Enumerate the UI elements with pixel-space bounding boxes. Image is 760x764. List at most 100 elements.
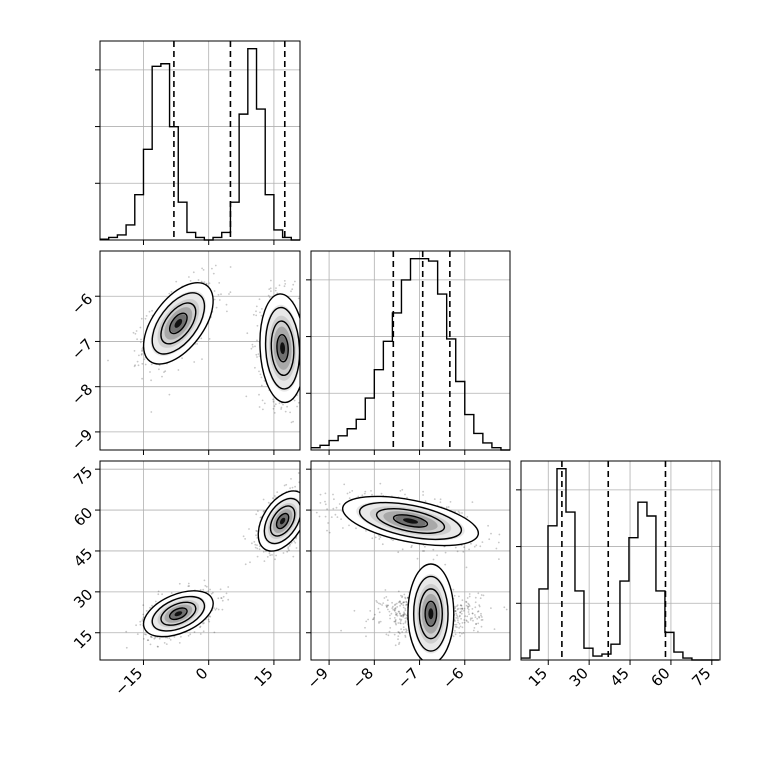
sample-point (456, 550, 459, 553)
sample-point (424, 545, 426, 548)
sample-point (405, 614, 408, 617)
sample-point (303, 353, 305, 355)
sample-point (391, 601, 393, 604)
sample-point (208, 282, 211, 285)
sample-point (402, 604, 405, 607)
contour-2 (269, 505, 296, 537)
sample-point (468, 603, 470, 606)
sample-point (395, 602, 398, 605)
sample-point (458, 615, 461, 618)
sample-point (161, 375, 163, 378)
sample-point (255, 529, 258, 532)
sample-point (202, 269, 205, 271)
sample-point (285, 483, 288, 486)
sample-point (208, 620, 211, 623)
sample-point (475, 544, 478, 547)
sample-point (399, 622, 401, 624)
sample-point (432, 548, 435, 551)
sample-point (382, 602, 385, 604)
histogram-frame-p0 (99, 40, 301, 241)
sample-point (452, 588, 455, 591)
xtick-label-p0-0: −15 (111, 664, 146, 699)
sample-point (401, 548, 404, 551)
sample-point (308, 506, 310, 508)
sample-point (205, 282, 208, 285)
sample-point (141, 349, 144, 352)
sample-point (163, 642, 166, 644)
sample-point (467, 611, 470, 613)
sample-point (402, 601, 405, 604)
sample-point (465, 566, 468, 569)
sample-point (393, 633, 396, 636)
sample-point (288, 549, 290, 552)
sample-point (303, 377, 305, 379)
sample-point (199, 625, 202, 628)
sample-point (217, 597, 220, 600)
sample-point (304, 532, 306, 534)
sample-point (378, 621, 380, 623)
sample-point (474, 616, 477, 618)
sample-point (433, 498, 436, 500)
sample-point (432, 558, 435, 561)
sample-point (141, 377, 144, 380)
sample-point (170, 291, 173, 293)
sample-point (263, 379, 266, 382)
sample-point (423, 550, 425, 552)
sample-point (379, 603, 382, 605)
sample-point (291, 486, 294, 489)
sample-point (217, 608, 220, 611)
sample-point (252, 313, 255, 316)
sample-point (324, 492, 327, 495)
sample-point (464, 615, 467, 617)
sample-point (454, 625, 457, 628)
sample-point (468, 548, 470, 551)
sample-point (220, 293, 222, 296)
sample-point (318, 515, 321, 518)
sample-point (225, 592, 228, 595)
sample-point (480, 612, 482, 615)
sample-point (150, 379, 153, 382)
sample-point (466, 597, 469, 599)
sample-point (138, 354, 140, 357)
sample-point (397, 601, 400, 604)
sample-point (357, 495, 360, 498)
sample-point (493, 628, 496, 630)
sample-point (402, 606, 405, 609)
sample-point (399, 600, 401, 603)
sample-point (351, 490, 354, 492)
sample-point (262, 498, 265, 501)
sample-point (454, 623, 456, 626)
sample-point (275, 287, 277, 289)
sample-point (467, 605, 470, 608)
sample-point (200, 337, 203, 340)
sample-point (436, 554, 438, 557)
sample-point (439, 501, 442, 504)
sample-point (387, 634, 390, 637)
sample-point (478, 605, 481, 608)
sample-point (249, 561, 251, 564)
sample-point (459, 614, 461, 617)
sample-point (158, 637, 161, 640)
sample-point (378, 534, 380, 537)
sample-point (265, 550, 267, 553)
sample-point (370, 490, 372, 492)
sample-point (189, 280, 192, 282)
sample-point (164, 370, 167, 373)
sample-point (306, 490, 308, 492)
contour-2 (270, 320, 295, 377)
panel-frame-p0-p1 (99, 250, 301, 451)
sample-point (141, 620, 144, 622)
sample-point (304, 311, 306, 313)
sample-point (405, 629, 408, 632)
sample-point (465, 604, 468, 607)
sample-point (213, 298, 216, 301)
sample-point (392, 605, 394, 608)
sample-point (200, 280, 203, 283)
sample-point (395, 613, 398, 616)
sample-point (309, 495, 311, 497)
sample-point (301, 493, 303, 495)
sample-point (385, 605, 388, 608)
sample-point (283, 280, 286, 282)
sample-point (295, 547, 298, 549)
sample-point (401, 488, 404, 491)
